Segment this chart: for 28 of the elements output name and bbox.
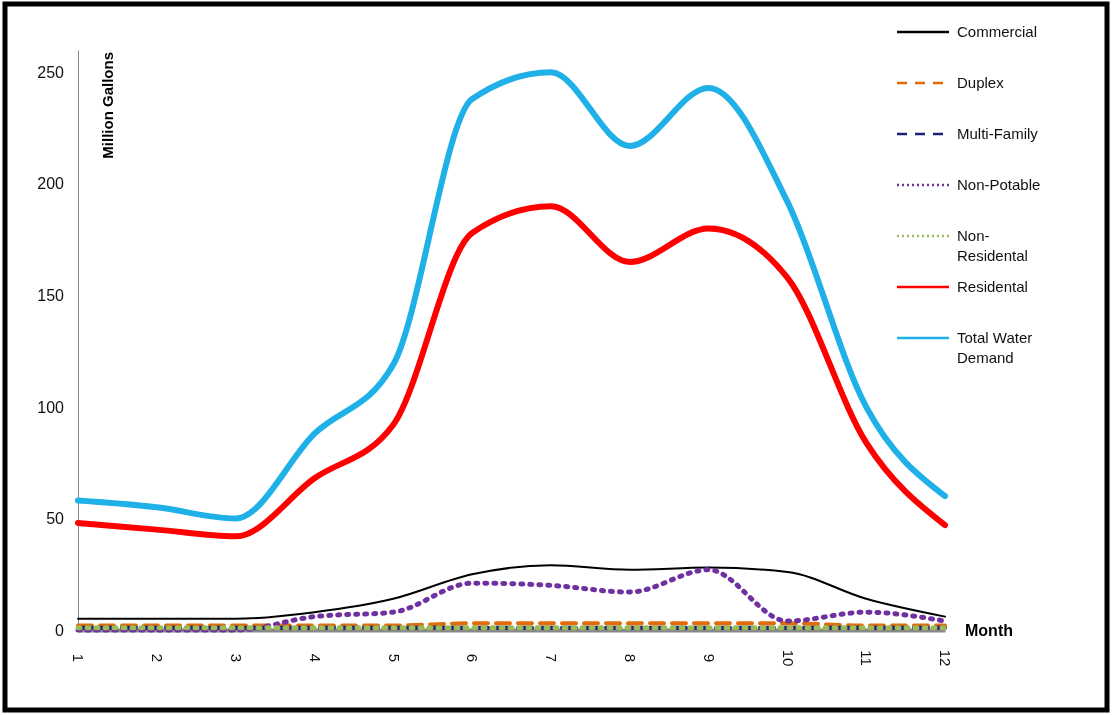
x-tick-label: 8 xyxy=(621,653,639,663)
x-axis-title: Month xyxy=(965,621,1013,639)
x-tick-label: 10 xyxy=(779,649,797,667)
x-tick-label: 11 xyxy=(858,650,876,666)
legend-label: Residental xyxy=(957,278,1028,296)
x-tick-label: 5 xyxy=(385,653,403,663)
y-tick-label: 50 xyxy=(46,510,65,528)
x-tick-label: 2 xyxy=(149,653,167,663)
y-tick-label: 200 xyxy=(37,175,65,193)
legend-label: Multi-Family xyxy=(957,125,1039,143)
x-tick-label: 6 xyxy=(464,653,482,663)
y-tick-label: 150 xyxy=(37,287,65,304)
y-tick-label: 250 xyxy=(37,63,65,81)
legend-label: Non-Residental xyxy=(957,227,1028,264)
x-tick-label: 9 xyxy=(700,653,718,663)
x-tick-label: 3 xyxy=(227,653,245,663)
legend-label: Duplex xyxy=(957,74,1005,92)
x-tick-label: 1 xyxy=(70,653,88,663)
y-axis-title: Million Gallons xyxy=(99,52,117,159)
x-tick-label: 7 xyxy=(543,653,561,663)
x-tick-label: 4 xyxy=(306,653,324,663)
legend-label: Commercial xyxy=(957,23,1038,41)
y-tick-label: 0 xyxy=(55,621,65,639)
x-tick-label: 12 xyxy=(937,649,955,667)
line-series xyxy=(77,564,946,620)
legend-label: Non-Potable xyxy=(957,176,1041,194)
legend-label: Total Water Demand xyxy=(957,329,1033,366)
y-tick-label: 100 xyxy=(37,398,65,416)
